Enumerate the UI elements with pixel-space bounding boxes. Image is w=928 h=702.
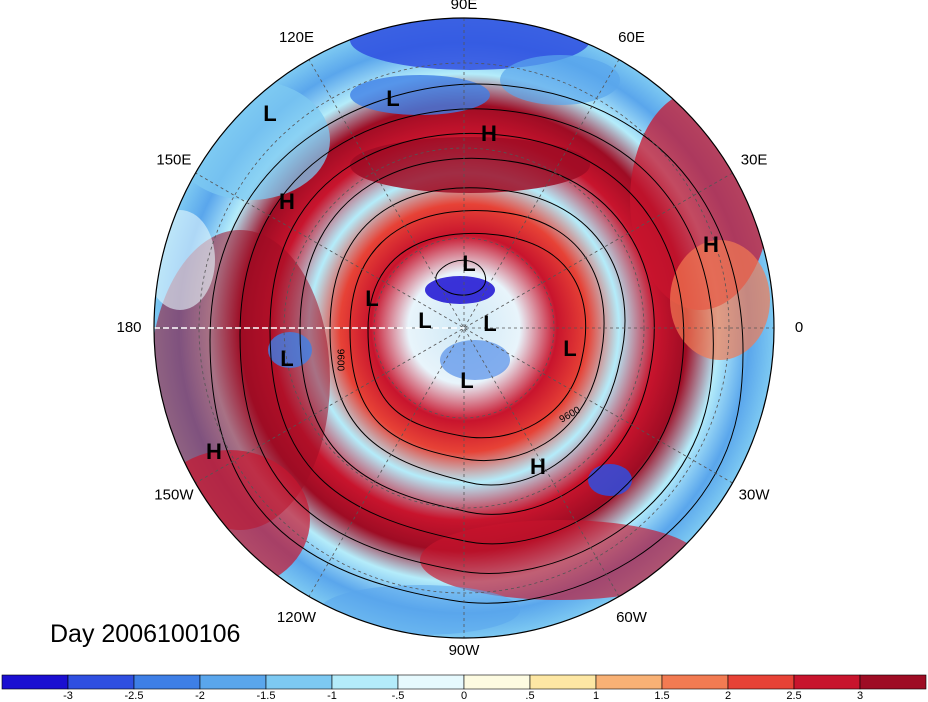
- lon-label-180: 180: [116, 319, 141, 336]
- colorbar-tick-10: 1.5: [654, 690, 669, 702]
- low-center-9: L: [483, 311, 496, 336]
- map-border: [153, 17, 775, 639]
- lon-label-60w: 60W: [616, 609, 648, 626]
- lon-label-120e: 120E: [279, 29, 314, 46]
- colorbar-swatch-12: [727, 674, 795, 690]
- colorbar-swatch-1: [1, 674, 69, 690]
- low-center-11: L: [280, 346, 293, 371]
- low-center-6: L: [462, 251, 475, 276]
- colorbar-swatch-9: [529, 674, 597, 690]
- lon-label-30e: 30E: [741, 151, 768, 168]
- colorbar-tick-7: 0: [461, 690, 467, 702]
- colorbar-tick-13: 3: [857, 690, 863, 702]
- low-center-12: L: [460, 368, 473, 393]
- colorbar-swatch-13: [793, 674, 861, 690]
- lon-label-30w: 30W: [739, 486, 771, 503]
- anomaly-field: [154, 18, 774, 638]
- low-center-2: L: [386, 86, 399, 111]
- colorbar-swatch-7: [397, 674, 465, 690]
- colorbar: -3 -2.5 -2 -1.5 -1 -.5 0 .5 1 1.5 2 2.5 3: [1, 674, 927, 702]
- colorbar-tick-3: -2: [195, 690, 205, 702]
- colorbar-swatch-6: [331, 674, 399, 690]
- colorbar-tick-9: 1: [593, 690, 599, 702]
- colorbar-tick-12: 2.5: [786, 690, 801, 702]
- low-center-7: L: [365, 286, 378, 311]
- pressure-centers: L L H H H L L L L L L L H H: [206, 86, 719, 479]
- high-center-3: H: [481, 121, 497, 146]
- map-title: Day 2006100106: [50, 620, 241, 648]
- lon-label-150e: 150E: [156, 151, 191, 168]
- low-center-1: L: [263, 101, 276, 126]
- colorbar-swatch-14: [859, 674, 927, 690]
- longitude-labels: 90E 60E 30E 0 30W 60W 90W 120W 150W 180 150E 120E: [116, 0, 803, 659]
- lon-label-90e: 90E: [451, 0, 478, 13]
- low-center-8: L: [418, 308, 431, 333]
- colorbar-swatch-8: [463, 674, 531, 690]
- height-contours: [209, 83, 744, 604]
- lon-label-90w: 90W: [449, 642, 481, 659]
- colorbar-swatch-10: [595, 674, 663, 690]
- low-center-10: L: [563, 336, 576, 361]
- colorbar-tick-4: -1.5: [257, 690, 276, 702]
- colorbar-swatch-11: [661, 674, 729, 690]
- colorbar-tick-11: 2: [725, 690, 731, 702]
- colorbar-tick-8: .5: [525, 690, 534, 702]
- lon-label-120w: 120W: [277, 609, 317, 626]
- graticule: [154, 18, 774, 638]
- colorbar-tick-1: -3: [63, 690, 73, 702]
- colorbar-tick-5: -1: [327, 690, 337, 702]
- contour-label-1: 9600: [334, 349, 345, 372]
- colorbar-tick-6: -.5: [392, 690, 405, 702]
- lon-label-60e: 60E: [618, 29, 645, 46]
- high-center-5: H: [703, 232, 719, 257]
- lon-label-0: 0: [795, 319, 803, 336]
- high-center-13: H: [530, 454, 546, 479]
- colorbar-swatch-2: [67, 674, 135, 690]
- colorbar-tick-2: -2.5: [125, 690, 144, 702]
- lon-label-150w: 150W: [154, 486, 194, 503]
- colorbar-swatch-3: [133, 674, 201, 690]
- high-center-14: H: [206, 439, 222, 464]
- high-center-4: H: [279, 189, 295, 214]
- colorbar-swatch-5: [265, 674, 333, 690]
- colorbar-swatch-4: [199, 674, 267, 690]
